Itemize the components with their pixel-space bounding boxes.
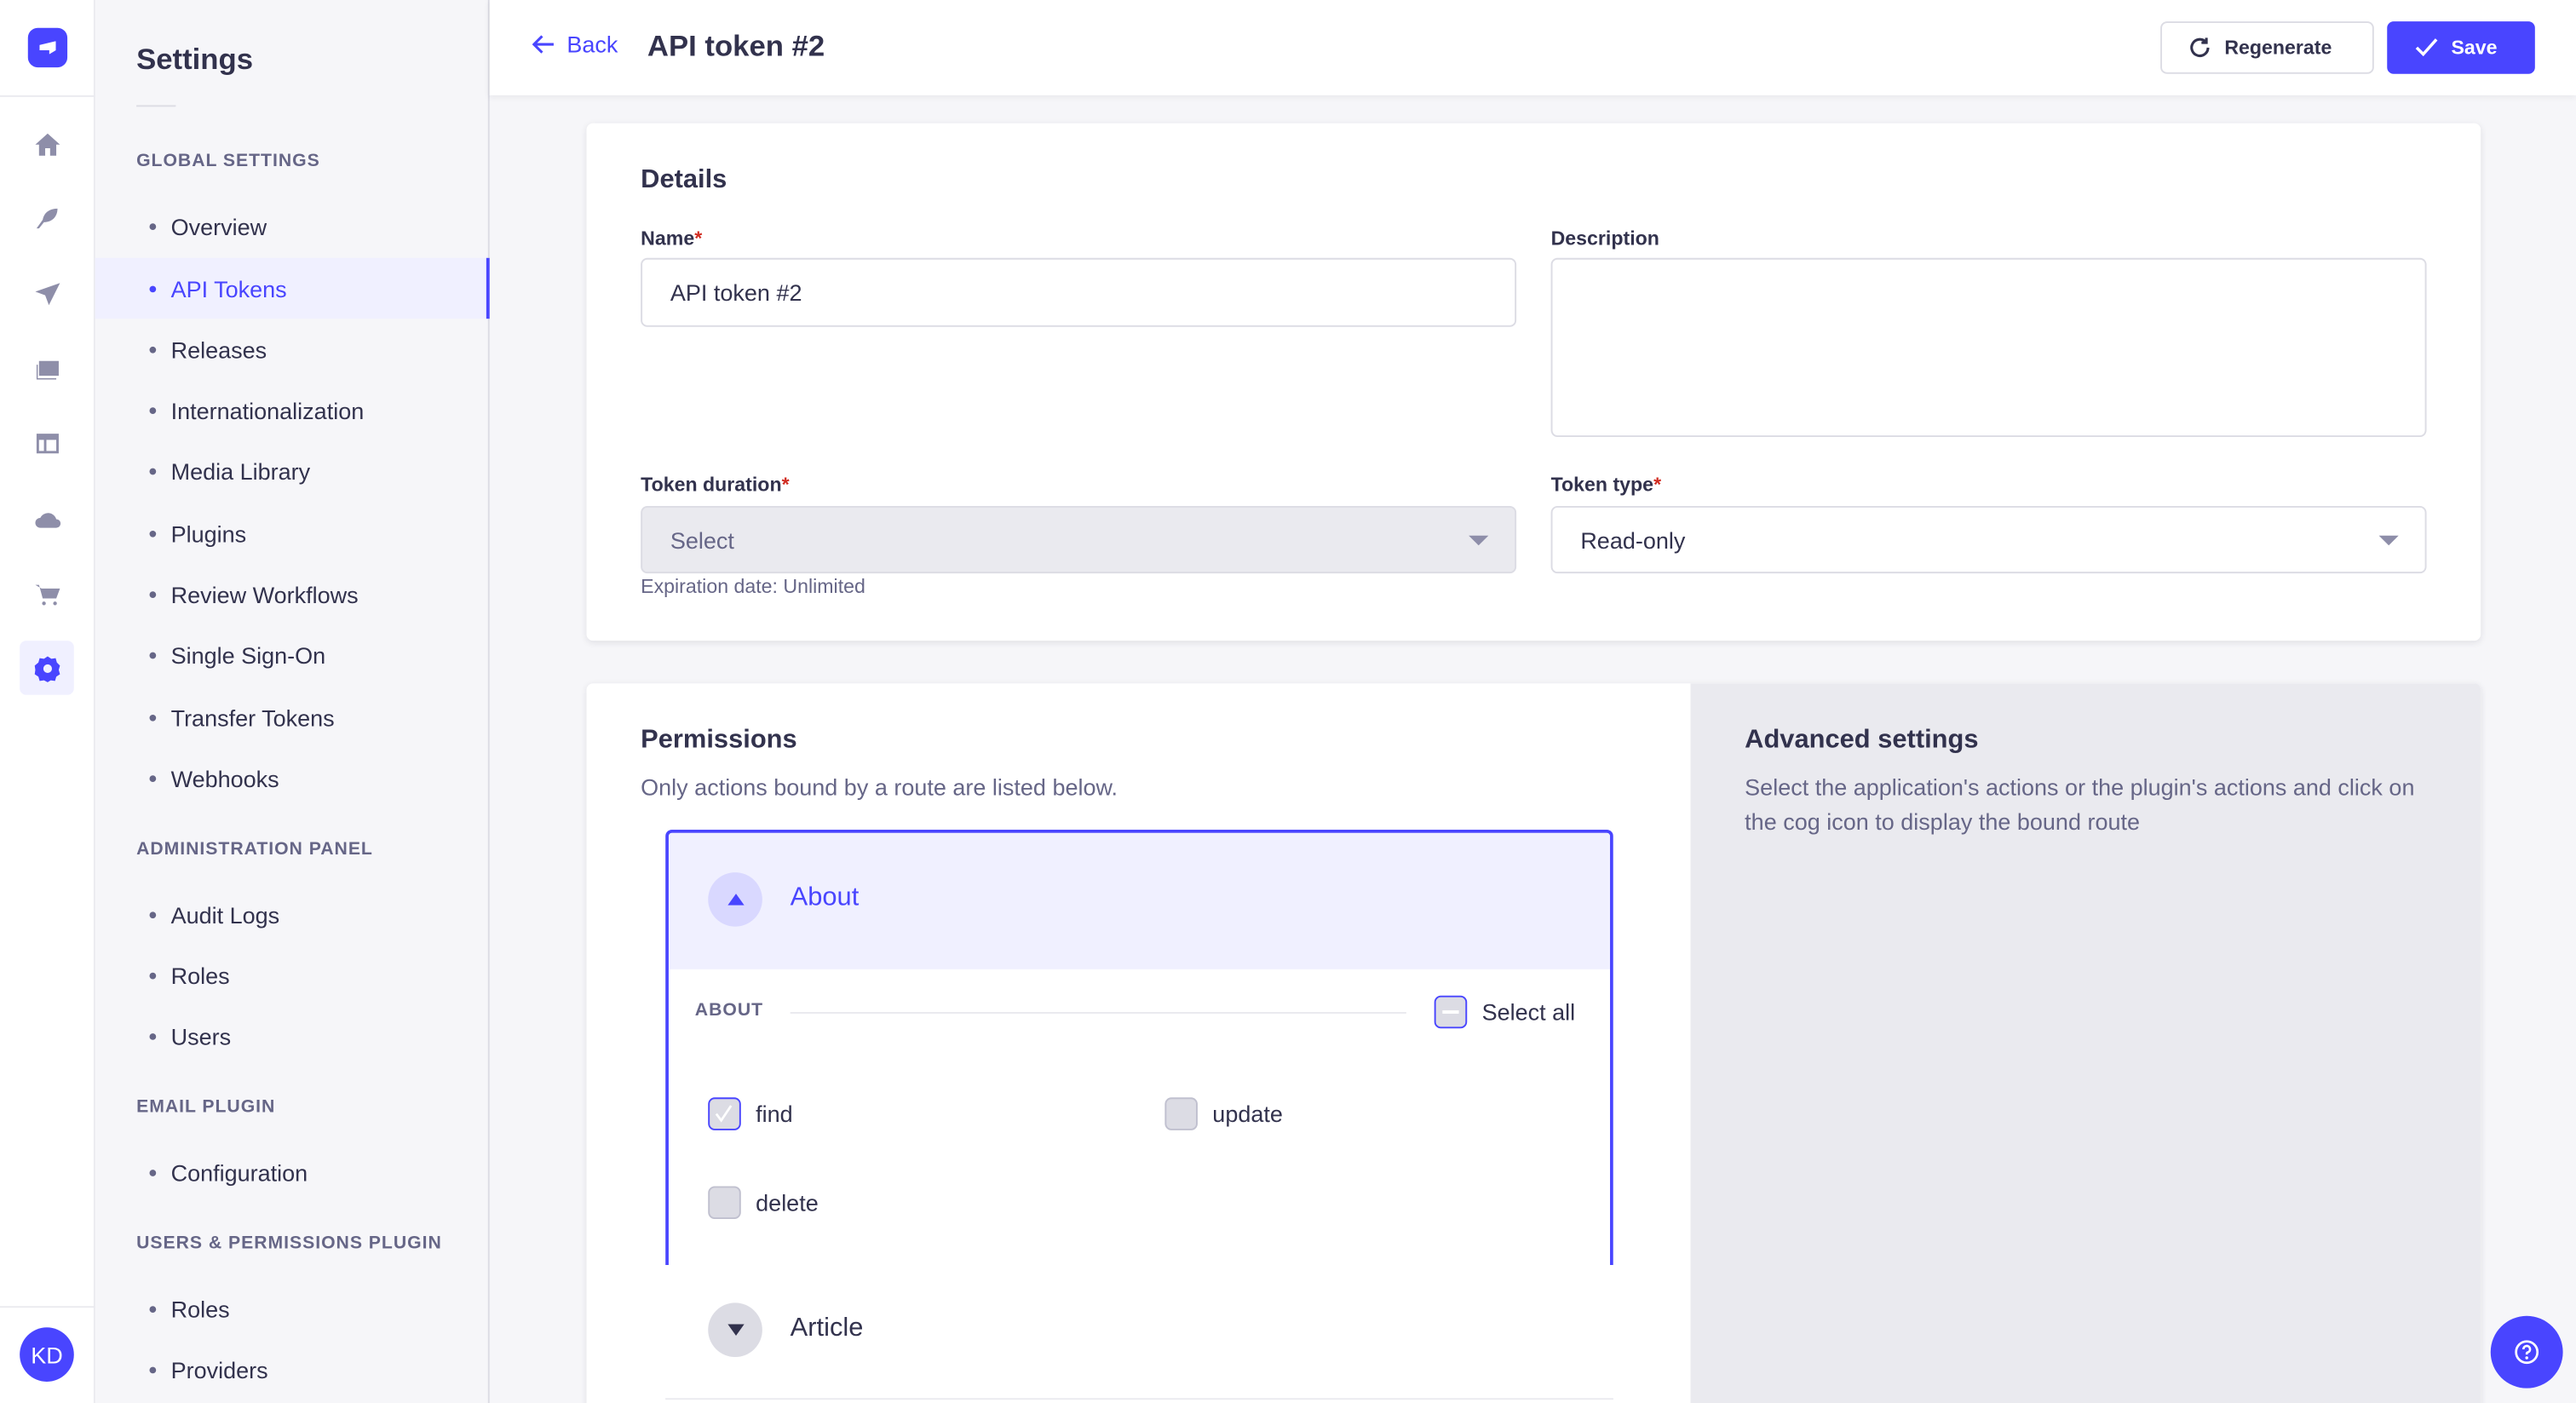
paper-plane-icon[interactable] (20, 266, 74, 320)
subnav-item-providers[interactable]: Providers (95, 1339, 490, 1400)
expiration-hint: Expiration date: Unlimited (641, 575, 865, 599)
token-type-select[interactable]: Read-only (1550, 506, 2427, 574)
back-link[interactable]: Back (532, 32, 618, 58)
chevron-down-icon[interactable] (708, 1302, 762, 1358)
advanced-settings-panel: Advanced settings Select the application… (1690, 683, 2481, 1403)
accordion-article-title: Article (790, 1314, 864, 1343)
section-administration-panel: ADMINISTRATION PANEL (136, 839, 373, 860)
subnav-item-audit-logs[interactable]: Audit Logs (95, 884, 490, 945)
permissions-card: Permissions Only actions bound by a rout… (586, 683, 2481, 1403)
refresh-icon (2190, 37, 2210, 58)
token-type-label: Token type* (1550, 473, 1662, 497)
layout-icon[interactable] (20, 416, 74, 470)
main-nav-rail: KD (0, 0, 95, 1403)
permissions-heading: Permissions (641, 726, 797, 755)
subnav-title: Settings (136, 43, 254, 76)
subnav-item-up-roles[interactable]: Roles (95, 1278, 490, 1338)
question-icon (2515, 1340, 2539, 1365)
cloud-icon[interactable] (20, 492, 74, 546)
section-global-settings: GLOBAL SETTINGS (136, 151, 320, 171)
find-label: find (756, 1101, 793, 1128)
subnav-item-webhooks[interactable]: Webhooks (95, 748, 490, 808)
subnav-item-configuration[interactable]: Configuration (95, 1141, 490, 1202)
description-label: Description (1550, 227, 1659, 250)
cart-icon[interactable] (20, 566, 74, 621)
accordion-about: About ABOUT Select all find update delet… (665, 829, 1613, 1266)
accordion-about-title: About (790, 883, 860, 912)
media-library-icon[interactable] (20, 342, 74, 396)
select-all-checkbox[interactable] (1434, 995, 1468, 1029)
section-users-permissions-plugin: USERS & PERMISSIONS PLUGIN (136, 1233, 442, 1254)
name-input[interactable]: API token #2 (641, 257, 1517, 327)
delete-checkbox[interactable] (708, 1186, 741, 1220)
name-label: Name* (641, 227, 703, 250)
subnav-item-transfer-tokens[interactable]: Transfer Tokens (95, 687, 490, 747)
find-checkbox[interactable] (708, 1097, 741, 1130)
subnav-item-overview[interactable]: Overview (95, 196, 490, 256)
avatar[interactable]: KD (20, 1327, 74, 1382)
regenerate-button[interactable]: Regenerate (2160, 21, 2374, 74)
page-title: API token #2 (647, 29, 825, 63)
subnav-item-plugins[interactable]: Plugins (95, 503, 490, 563)
subnav-item-releases[interactable]: Releases (95, 319, 490, 379)
save-button[interactable]: Save (2387, 21, 2535, 74)
help-button[interactable] (2490, 1315, 2563, 1389)
subnav-item-roles[interactable]: Roles (95, 945, 490, 1005)
update-checkbox[interactable] (1164, 1097, 1198, 1130)
details-card: Details Name* API token #2 Description T… (586, 123, 2481, 641)
description-textarea[interactable] (1550, 257, 2427, 438)
token-duration-label: Token duration* (641, 473, 790, 497)
chevron-down-icon (2378, 535, 2399, 546)
update-label: update (1212, 1101, 1283, 1128)
subnav-item-single-sign-on[interactable]: Single Sign-On (95, 624, 490, 685)
home-icon[interactable] (20, 117, 74, 171)
subnav-item-review-workflows[interactable]: Review Workflows (95, 564, 490, 624)
advanced-text: Select the application's actions or the … (1745, 773, 2415, 835)
subnav-item-internationalization[interactable]: Internationalization (95, 380, 490, 440)
subnav-item-media-library[interactable]: Media Library (95, 440, 490, 501)
subnav-item-users[interactable]: Users (95, 1005, 490, 1066)
check-icon (2415, 38, 2438, 57)
page-header: Back API token #2 Regenerate Save (489, 0, 2576, 95)
gear-icon[interactable] (20, 641, 74, 695)
delete-label: delete (756, 1189, 819, 1216)
chevron-up-icon[interactable] (708, 872, 762, 927)
accordion-about-header[interactable]: About (668, 832, 1611, 969)
advanced-heading: Advanced settings (1745, 726, 1979, 755)
strapi-logo[interactable] (27, 27, 68, 68)
content-manager-feather-icon[interactable] (20, 191, 74, 245)
subnav-item-api-tokens[interactable]: API Tokens (95, 257, 490, 319)
arrow-left-icon (532, 35, 554, 54)
details-heading: Details (641, 165, 727, 194)
token-duration-select[interactable]: Select (641, 506, 1517, 574)
section-email-plugin: EMAIL PLUGIN (136, 1097, 276, 1118)
check-icon (715, 1105, 733, 1123)
chevron-down-icon (1469, 535, 1489, 546)
about-section-label: ABOUT (694, 1000, 764, 1021)
select-all-label: Select all (1481, 998, 1576, 1026)
permissions-subtitle: Only actions bound by a route are listed… (641, 773, 1118, 801)
settings-subnav: Settings GLOBAL SETTINGS Overview API To… (95, 0, 490, 1403)
